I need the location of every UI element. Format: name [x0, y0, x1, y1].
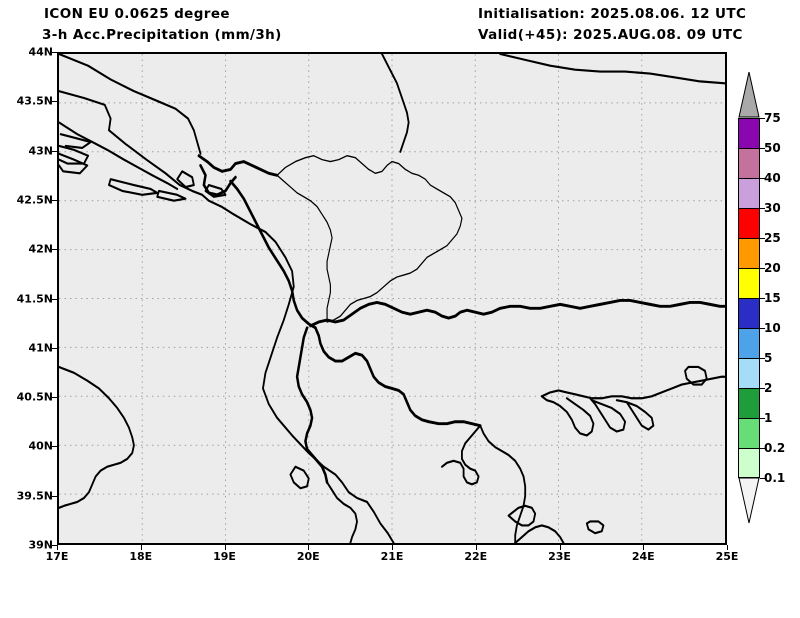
lon-tick-label: 18E — [129, 550, 153, 563]
colorbar-band — [738, 328, 760, 358]
lat-tick-label: 41.5N — [16, 292, 53, 305]
colorbar-tick-label: 75 — [764, 111, 781, 125]
valid-time: Valid(+45): 2025.AUG.08. 09 UTC — [478, 27, 743, 43]
lon-tick-mark — [643, 545, 645, 550]
lon-tick-mark — [224, 545, 226, 550]
colorbar-band — [738, 418, 760, 448]
colorbar-tick-mark — [760, 268, 765, 269]
lon-tick-mark — [57, 545, 58, 550]
colorbar-underflow-arrow — [738, 478, 760, 524]
colorbar-band — [738, 208, 760, 238]
lat-tick-mark — [52, 101, 57, 103]
lat-tick-label: 40N — [28, 439, 53, 453]
lat-tick-mark — [52, 545, 57, 546]
colorbar-tick-mark — [760, 418, 765, 419]
lon-tick-label: 22E — [464, 550, 488, 563]
lon-tick-mark — [727, 545, 728, 550]
colorbar-band — [738, 178, 760, 208]
colorbar-tick-label: 2 — [764, 381, 773, 395]
lat-tick-mark — [52, 52, 57, 53]
lon-tick-mark — [475, 545, 477, 550]
lat-tick-mark — [52, 199, 57, 201]
colorbar-tick-label: 0.2 — [764, 441, 786, 455]
lon-tick-mark — [392, 545, 393, 550]
colorbar-band — [738, 388, 760, 418]
colorbar-tick-label: 20 — [764, 261, 781, 275]
header: ICON EU 0.0625 degree 3-h Acc.Precipitat… — [0, 0, 800, 50]
lat-tick-label: 43N — [28, 144, 53, 158]
lat-tick-mark — [52, 347, 57, 349]
lat-tick-label: 43.5N — [16, 94, 53, 108]
lon-tick-label: 17E — [45, 550, 69, 563]
colorbar-tick-mark — [760, 388, 765, 389]
colorbar-band — [738, 148, 760, 178]
lat-tick-label: 42N — [28, 242, 53, 256]
lon-tick-label: 20E — [296, 550, 320, 563]
lon-tick-label: 19E — [213, 550, 236, 563]
colorbar-tick-mark — [760, 358, 765, 359]
colorbar-tick-label: 10 — [764, 321, 781, 335]
colorbar-tick-mark — [760, 238, 765, 239]
map-plot-area[interactable] — [57, 52, 727, 545]
colorbar-tick-label: 15 — [764, 291, 781, 305]
colorbar-swatches — [738, 118, 760, 478]
colorbar-band — [738, 118, 760, 148]
lat-tick-mark — [52, 397, 57, 399]
colorbar-band — [738, 358, 760, 388]
field-title: 3-h Acc.Precipitation (mm/3h) — [42, 27, 282, 43]
colorbar-band — [738, 238, 760, 268]
colorbar-tick-mark — [760, 208, 765, 209]
colorbar-tick-mark — [760, 118, 765, 119]
lat-tick-label: 39N — [28, 538, 53, 552]
lon-tick-mark — [559, 545, 561, 550]
colorbar-band — [738, 448, 760, 478]
colorbar-tick-label: 5 — [764, 351, 773, 365]
initialisation-time: Initialisation: 2025.08.06. 12 UTC — [478, 6, 747, 22]
lon-tick-mark — [140, 545, 142, 550]
lon-tick-label: 23E — [548, 550, 571, 563]
lat-tick-label: 40.5N — [16, 390, 53, 404]
lat-tick-mark — [52, 150, 57, 152]
colorbar-tick-label: 1 — [764, 411, 773, 425]
colorbar: 75 50 40 30 25 20 15 10 5 2 1 0.2 0.1 — [733, 72, 800, 532]
lat-tick-label: 41N — [28, 341, 53, 355]
lon-tick-label: 25E — [715, 550, 739, 563]
colorbar-tick-mark — [760, 328, 765, 329]
colorbar-tick-label: 0.1 — [764, 471, 786, 485]
colorbar-tick-label: 50 — [764, 141, 781, 155]
colorbar-tick-mark — [760, 148, 765, 149]
colorbar-tick-label: 25 — [764, 231, 781, 245]
colorbar-band — [738, 268, 760, 298]
colorbar-tick-label: 40 — [764, 171, 781, 185]
colorbar-tick-label: 30 — [764, 201, 781, 215]
colorbar-tick-mark — [760, 478, 765, 479]
model-title: ICON EU 0.0625 degree — [44, 6, 230, 22]
lat-tick-mark — [52, 249, 57, 251]
lat-tick-mark — [52, 446, 57, 448]
colorbar-tick-mark — [760, 448, 765, 449]
lat-tick-label: 39.5N — [16, 489, 53, 503]
colorbar-tick-mark — [760, 298, 765, 299]
lon-tick-mark — [308, 545, 310, 550]
coastline-and-borders — [59, 54, 725, 543]
colorbar-overflow-arrow — [738, 72, 760, 118]
lat-tick-label: 42.5N — [16, 193, 53, 207]
lat-tick-label: 44N — [28, 45, 53, 59]
lon-tick-label: 24E — [631, 550, 655, 563]
lat-tick-mark — [52, 298, 57, 300]
lon-tick-label: 21E — [380, 550, 404, 563]
colorbar-band — [738, 298, 760, 328]
colorbar-tick-mark — [760, 178, 765, 179]
lat-tick-mark — [52, 495, 57, 497]
